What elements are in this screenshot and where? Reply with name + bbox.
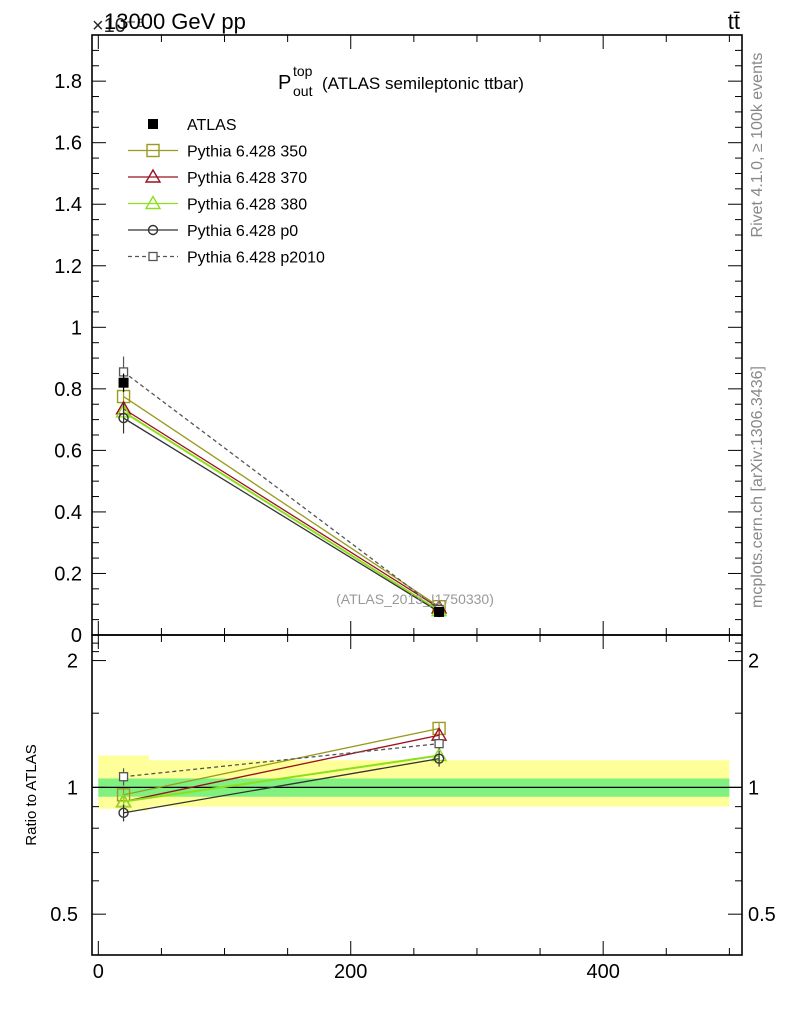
legend: ATLAS Pythia 6.428 350 Pythia 6.428 370 Pyt… — [128, 117, 325, 267]
main-y-tick-label-4: 0.8 — [54, 379, 82, 401]
main-y-tick-label-5: 1 — [71, 317, 82, 339]
main-p380-line — [123, 411, 440, 612]
main-series-group — [115, 356, 448, 618]
legend-marker-p350 — [146, 143, 160, 158]
main-y-tick-label-2: 0.4 — [54, 502, 82, 524]
main-y-tick-label-8: 1.6 — [54, 133, 82, 155]
main-y-tick-label-9: 1.8 — [54, 71, 82, 93]
legend-marker-p2010 — [148, 251, 158, 262]
axes-group: 0 200 400 0 0.2 0.4 0.6 0.8 1 1.2 1.4 1.6 1.8 0.5 0.5 1… — [50, 35, 776, 983]
main-y-tick-label-3: 0.6 — [54, 440, 82, 462]
main-atlas-point-1 — [434, 606, 445, 617]
ratio-y-tick-label-r-2: 2 — [748, 651, 759, 673]
title-sup: top — [293, 63, 313, 79]
main-y-tick-label-0: 0 — [71, 625, 82, 647]
legend-label-p370: Pythia 6.428 370 — [187, 170, 307, 187]
legend-marker-p380 — [144, 195, 162, 210]
legend-label-atlas: ATLAS — [187, 117, 237, 134]
ratio-p2010-line — [123, 743, 440, 778]
main-p2010-line — [123, 371, 440, 610]
main-atlas-point-0 — [118, 377, 129, 388]
main-y-tick-label-6: 1.2 — [54, 256, 82, 278]
ratio-p370-line — [123, 734, 440, 803]
ratio-y-tick-label-l-0: 0.5 — [50, 904, 78, 926]
ratio-p350-line — [123, 727, 440, 796]
main-p0-line — [123, 417, 440, 613]
title-rest: (ATLAS semileptonic ttbar) — [322, 74, 524, 93]
legend-label-p0: Pythia 6.428 p0 — [187, 223, 298, 240]
mcplots-label: mcplots.cern.ch [arXiv:1306.3436] — [749, 366, 766, 608]
analysis-watermark: (ATLAS_2013_I1750330) — [336, 591, 494, 607]
main-p350-line — [123, 395, 440, 608]
legend-marker-p0 — [147, 224, 159, 236]
energy-label: 13000 GeV pp — [104, 9, 246, 34]
ratio-y-tick-label-r-0: 0.5 — [748, 904, 776, 926]
ratio-bands — [92, 755, 742, 811]
ratio-y-tick-label-r-1: 1 — [748, 777, 759, 799]
main-p370-line — [123, 408, 440, 609]
main-y-tick-label-7: 1.4 — [54, 194, 82, 216]
ratio-p2010-point-1 — [434, 738, 444, 749]
ratio-p2010-point-0 — [118, 772, 129, 782]
exponent-label: ×10⁻⁶ — [92, 15, 145, 37]
ratio-p0-point-1 — [433, 753, 445, 764]
ratio-p0-point-0 — [118, 807, 129, 819]
ratio-y-tick-label-l-1: 1 — [67, 777, 78, 799]
legend-marker-atlas — [148, 119, 158, 129]
x-tick-label-1: 200 — [334, 961, 367, 983]
title-sub: out — [293, 83, 313, 99]
x-tick-label-0: 0 — [93, 961, 104, 983]
ratio-series-group — [115, 721, 448, 822]
main-p0-point-0 — [118, 412, 129, 424]
legend-label-p380: Pythia 6.428 380 — [187, 197, 307, 214]
title-main: P — [278, 72, 291, 94]
ratio-p0-line — [123, 758, 440, 814]
ratio-y-tick-label-l-2: 2 — [67, 651, 78, 673]
ratio-p380-line — [123, 754, 440, 803]
legend-marker-p370 — [144, 168, 162, 183]
legend-label-p350: Pythia 6.428 350 — [187, 144, 307, 161]
ratio-ylabel: Ratio to ATLAS — [23, 744, 40, 845]
ratio-plot-frame — [91, 634, 743, 956]
main-y-tick-label-1: 0.2 — [54, 563, 82, 585]
rivet-label: Rivet 4.1.0, ≥ 100k events — [749, 53, 766, 238]
plot-title: P top out (ATLAS semileptonic ttbar) — [278, 63, 524, 99]
legend-label-p2010: Pythia 6.428 p2010 — [187, 250, 325, 267]
process-label: tt̄ — [728, 9, 740, 34]
x-tick-label-2: 400 — [586, 961, 619, 983]
